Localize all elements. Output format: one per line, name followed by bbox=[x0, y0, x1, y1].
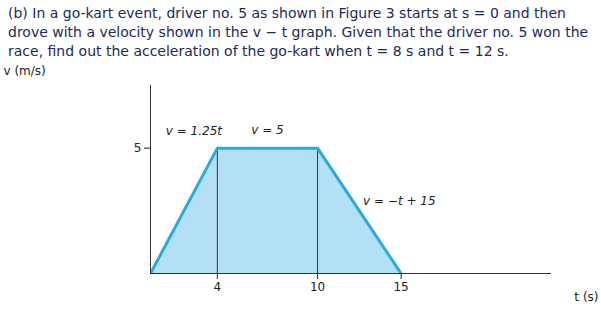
svg-text:v = 5: v = 5 bbox=[251, 123, 283, 137]
svg-text:v (m/s): v (m/s) bbox=[4, 64, 46, 78]
svg-text:10: 10 bbox=[310, 280, 325, 294]
svg-text:5: 5 bbox=[134, 141, 142, 155]
svg-text:v = 1.25t: v = 1.25t bbox=[166, 124, 224, 138]
svg-text:4: 4 bbox=[214, 280, 222, 294]
svg-text:15: 15 bbox=[393, 280, 408, 294]
svg-text:v = −t + 15: v = −t + 15 bbox=[363, 194, 436, 208]
html-text:(b) In a go-kart event, driver: (b) In a go-kart event, driver no. 5 as … bbox=[8, 5, 589, 59]
svg-text:t (s): t (s) bbox=[574, 290, 598, 304]
